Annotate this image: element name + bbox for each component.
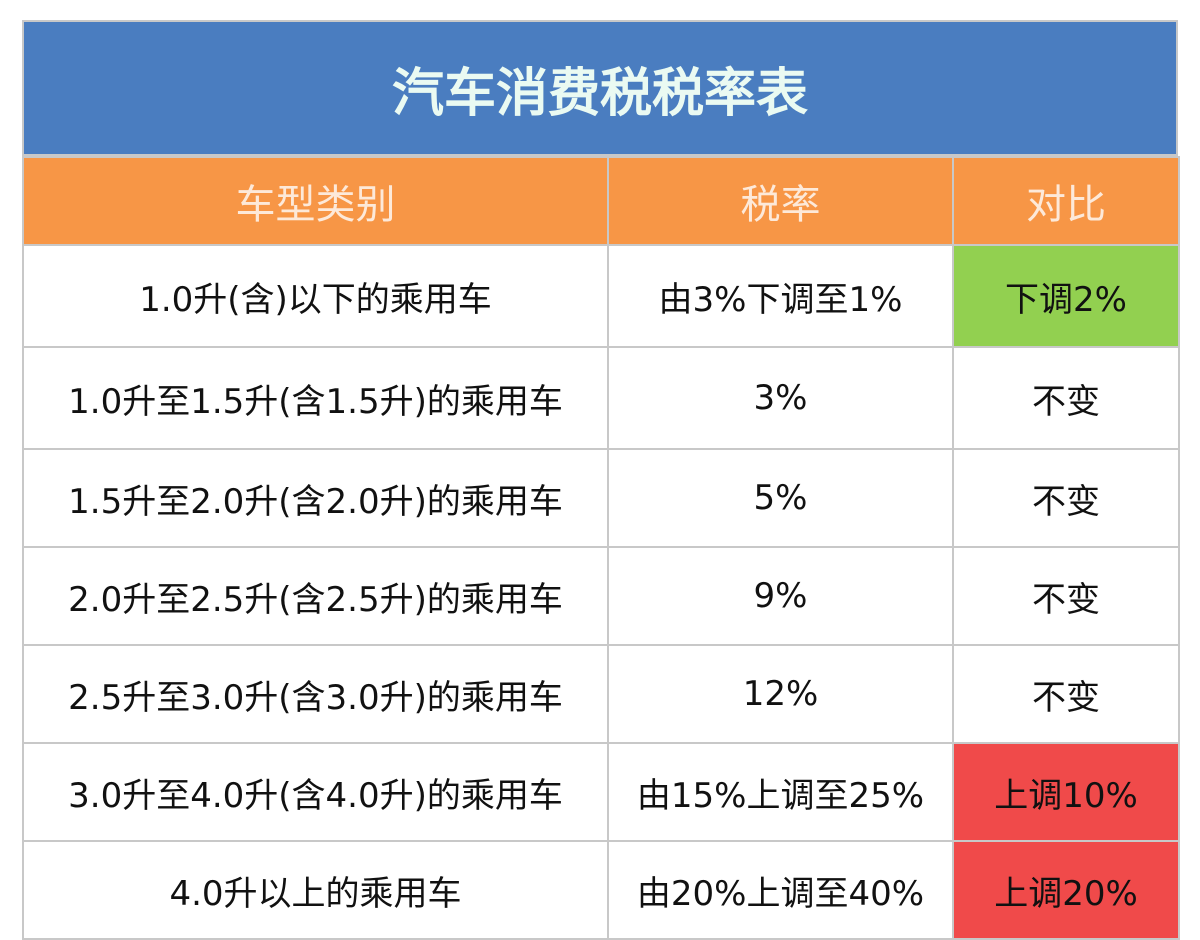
cell: 1.0升至1.5升(含1.5升)的乘用车 [22, 346, 609, 450]
header-row: 车型类别 税率 对比 [22, 156, 1180, 246]
row: 1.0升至1.5升(含1.5升)的乘用车 3% 不变 [22, 346, 1180, 450]
cell: 2.5升至3.0升(含3.0升)的乘用车 [22, 644, 609, 744]
row: 1.0升(含)以下的乘用车 由3%下调至1% 下调2% [22, 244, 1180, 348]
cell: 5% [607, 448, 954, 548]
row: 2.5升至3.0升(含3.0升)的乘用车 12% 不变 [22, 644, 1180, 744]
row: 3.0升至4.0升(含4.0升)的乘用车 由15%上调至25% 上调10% [22, 742, 1180, 842]
cell: 上调20% [952, 840, 1180, 940]
cell: 下调2% [952, 244, 1180, 348]
cell: 上调10% [952, 742, 1180, 842]
table-title: 汽车消费税税率表 [22, 20, 1178, 156]
header-cell: 车型类别 [22, 156, 609, 246]
cell: 1.5升至2.0升(含2.0升)的乘用车 [22, 448, 609, 548]
cell: 不变 [952, 644, 1180, 744]
cell: 9% [607, 546, 954, 646]
row: 4.0升以上的乘用车 由20%上调至40% 上调20% [22, 840, 1180, 940]
cell: 4.0升以上的乘用车 [22, 840, 609, 940]
cell: 由20%上调至40% [607, 840, 954, 940]
cell: 不变 [952, 448, 1180, 548]
cell: 由3%下调至1% [607, 244, 954, 348]
cell: 12% [607, 644, 954, 744]
header-cell: 对比 [952, 156, 1180, 246]
cell: 2.0升至2.5升(含2.5升)的乘用车 [22, 546, 609, 646]
cell: 不变 [952, 346, 1180, 450]
tax-table-container: 汽车消费税税率表 车型类别 税率 对比 1.0升(含)以下的乘用车 由3%下调至… [22, 20, 1180, 940]
cell: 3% [607, 346, 954, 450]
header-cell: 税率 [607, 156, 954, 246]
cell: 3.0升至4.0升(含4.0升)的乘用车 [22, 742, 609, 842]
row: 1.5升至2.0升(含2.0升)的乘用车 5% 不变 [22, 448, 1180, 548]
tax-table: 车型类别 税率 对比 1.0升(含)以下的乘用车 由3%下调至1% 下调2% 1… [22, 156, 1180, 940]
cell: 由15%上调至25% [607, 742, 954, 842]
cell: 不变 [952, 546, 1180, 646]
row: 2.0升至2.5升(含2.5升)的乘用车 9% 不变 [22, 546, 1180, 646]
cell: 1.0升(含)以下的乘用车 [22, 244, 609, 348]
